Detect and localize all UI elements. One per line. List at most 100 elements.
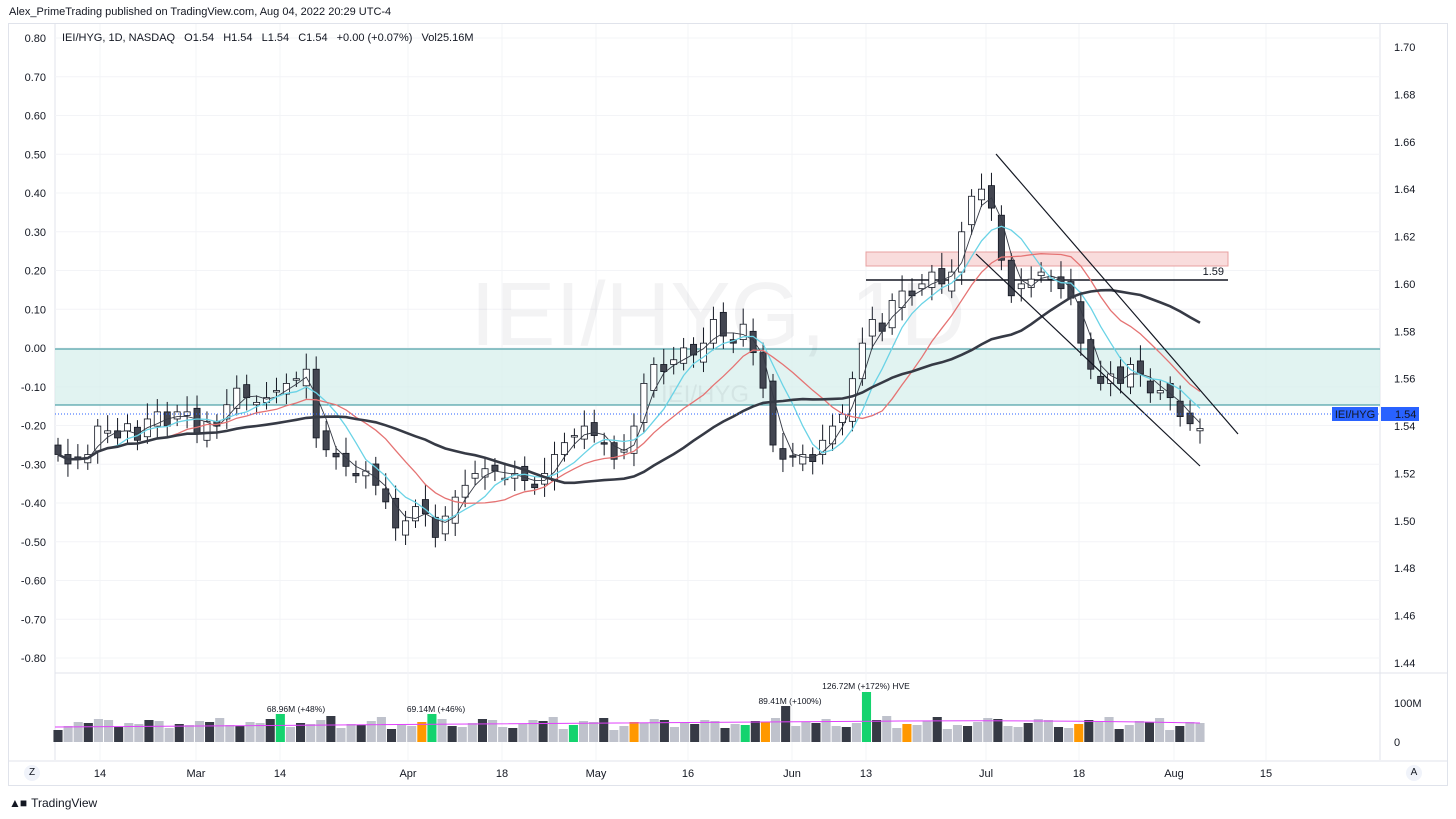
- legend-symbol[interactable]: IEI/HYG, 1D, NASDAQ: [62, 32, 176, 44]
- candle: [243, 374, 251, 411]
- candle: [352, 460, 360, 483]
- volume-bar: [93, 719, 103, 742]
- candle: [987, 172, 995, 221]
- volume-bar: [1074, 724, 1084, 742]
- left-axis-label: 0.10: [25, 304, 46, 316]
- time-axis-label: Jun: [783, 768, 801, 780]
- candle: [799, 444, 807, 472]
- candle-body: [1017, 283, 1025, 290]
- volume-bar: [1094, 721, 1104, 742]
- volume-bar: [1064, 728, 1074, 742]
- right-axis-label: 1.58: [1394, 326, 1415, 338]
- candle: [362, 461, 370, 489]
- candle-body: [1097, 375, 1105, 384]
- candle: [441, 506, 449, 541]
- candle-body: [292, 378, 300, 381]
- volume-bar: [53, 730, 63, 742]
- volume-bar: [366, 721, 376, 742]
- volume-bar: [498, 727, 508, 742]
- volume-bar: [255, 723, 265, 742]
- candle: [461, 469, 469, 508]
- candle: [928, 264, 936, 301]
- tradingview-icon: ▲■: [9, 796, 27, 810]
- candle-body: [829, 425, 837, 445]
- candle-body: [233, 387, 241, 409]
- legend-open: O1.54: [184, 32, 215, 44]
- candle-body: [690, 343, 698, 356]
- candle-body: [769, 380, 777, 446]
- left-axis-label: 0.50: [25, 149, 46, 161]
- auto-scale-button[interactable]: A: [1406, 765, 1422, 781]
- volume-bar: [1124, 725, 1134, 742]
- volume-bar: [993, 719, 1003, 742]
- volume-bar: [356, 725, 366, 742]
- candle-body: [709, 319, 717, 344]
- candle-body: [153, 411, 161, 427]
- time-axis-label: 15: [1260, 768, 1272, 780]
- volume-bar: [215, 718, 225, 742]
- volume-bar: [488, 720, 498, 742]
- volume-bar: [851, 723, 861, 742]
- volume-bar: [73, 722, 83, 742]
- candle-body: [928, 271, 936, 288]
- left-axis-label: 0.30: [25, 227, 46, 239]
- left-axis-label: -0.60: [21, 576, 46, 588]
- candle-body: [799, 454, 807, 465]
- volume-bar: [346, 724, 356, 742]
- candle: [978, 173, 986, 207]
- candle: [1007, 253, 1015, 303]
- candle-body: [203, 420, 211, 441]
- candle: [918, 273, 926, 296]
- volume-bar: [952, 725, 962, 742]
- time-axis-label: 14: [274, 768, 286, 780]
- candle: [521, 456, 529, 491]
- right-axis-label: 1.46: [1394, 611, 1415, 623]
- volume-bar: [659, 720, 669, 742]
- candle-body: [352, 473, 360, 477]
- candle: [600, 432, 608, 456]
- volume-bar: [861, 692, 872, 742]
- candle-body: [1196, 428, 1204, 432]
- right-axis-label: 1.50: [1394, 516, 1415, 528]
- candle-body: [173, 411, 181, 420]
- candle-body: [938, 268, 946, 285]
- volume-bar: [912, 725, 922, 742]
- zoom-button[interactable]: Z: [24, 765, 40, 781]
- volume-bar: [942, 729, 952, 742]
- right-axis-label: 1.70: [1394, 42, 1415, 54]
- candle-body: [114, 430, 122, 439]
- candle: [421, 483, 429, 527]
- volume-bar: [1175, 726, 1185, 742]
- volume-bar: [791, 726, 801, 742]
- moving-average-fast: [57, 197, 1201, 523]
- volume-bar: [275, 714, 285, 742]
- tradingview-logo[interactable]: ▲■ TradingView: [9, 796, 97, 810]
- candle-body: [1146, 380, 1154, 394]
- candle-body: [1037, 271, 1045, 277]
- right-axis-label: 1.62: [1394, 232, 1415, 244]
- candle: [233, 375, 241, 416]
- candle: [1017, 268, 1025, 302]
- candle-body: [1156, 390, 1164, 394]
- candle: [54, 437, 62, 462]
- volume-bar: [983, 718, 993, 742]
- candle-body: [699, 342, 707, 363]
- volume-bar: [609, 730, 619, 742]
- volume-axis-label: 100M: [1394, 698, 1422, 710]
- symbol-badge: [1332, 407, 1378, 421]
- volume-bar: [316, 720, 326, 742]
- candle: [1047, 269, 1055, 292]
- candle-body: [978, 188, 986, 201]
- candle-body: [878, 322, 886, 332]
- volume-bar: [841, 727, 851, 742]
- candle-body: [402, 520, 410, 536]
- candle: [1077, 291, 1085, 356]
- volume-bar: [184, 725, 194, 742]
- candle: [680, 337, 688, 371]
- candle-body: [580, 425, 588, 440]
- volume-bar: [265, 719, 275, 742]
- candle: [968, 189, 976, 235]
- candle-body: [312, 368, 320, 439]
- candle: [322, 420, 330, 457]
